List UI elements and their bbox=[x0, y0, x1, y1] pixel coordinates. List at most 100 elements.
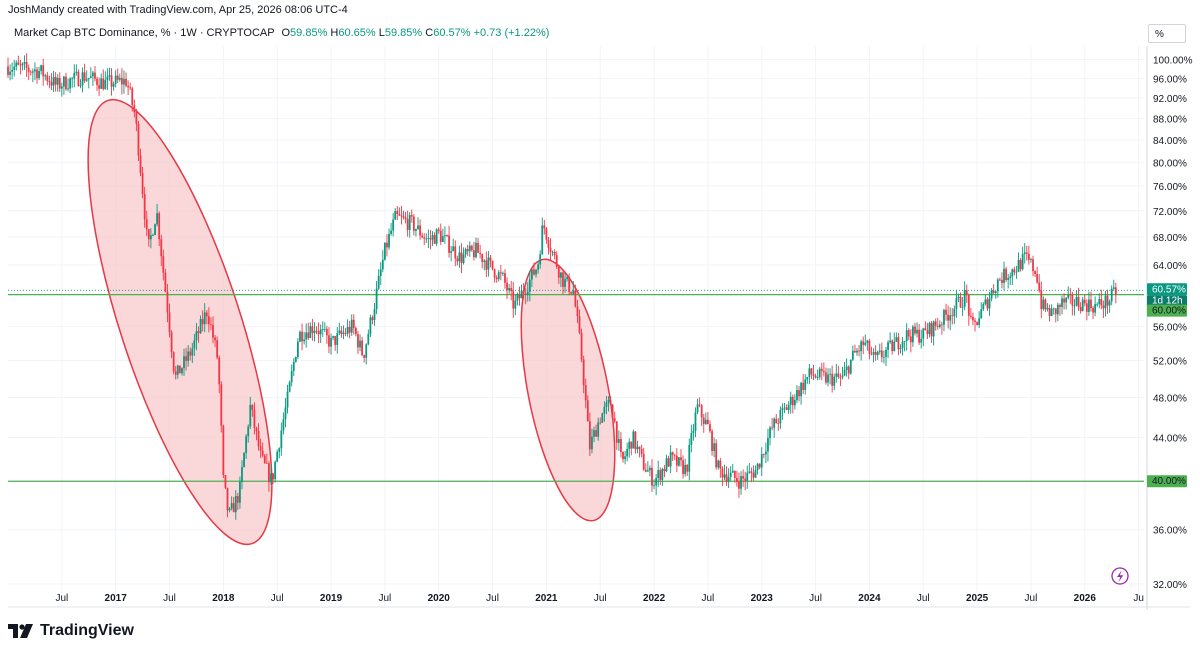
candle-body bbox=[704, 419, 707, 424]
candle-body bbox=[967, 294, 970, 316]
level-badge-60: 60.00% bbox=[1152, 306, 1186, 317]
candle-body bbox=[735, 478, 738, 482]
candle-body bbox=[955, 298, 958, 309]
candle-body bbox=[489, 257, 492, 261]
candle-body bbox=[694, 412, 697, 431]
tradingview-logo-icon bbox=[8, 624, 34, 638]
candle-body bbox=[512, 291, 515, 309]
candle-body bbox=[325, 328, 328, 336]
candle-body bbox=[727, 477, 730, 482]
level-badge-60-bg bbox=[1147, 304, 1187, 317]
candle-body bbox=[398, 213, 401, 216]
candle-body bbox=[319, 329, 322, 335]
candle-body bbox=[423, 237, 426, 239]
candle-body bbox=[943, 309, 945, 325]
candle-body bbox=[707, 419, 709, 425]
highlight-ellipse bbox=[520, 258, 616, 522]
x-tick-label: Jul bbox=[594, 593, 607, 604]
candle-body bbox=[125, 78, 127, 86]
candle-body bbox=[748, 471, 751, 473]
candle-body bbox=[603, 406, 606, 414]
candle-body bbox=[191, 348, 194, 356]
candlestick-series bbox=[7, 53, 1117, 520]
candle-body bbox=[829, 373, 831, 375]
candle-body bbox=[1034, 271, 1036, 274]
candle-body bbox=[1044, 299, 1047, 310]
candle-body bbox=[431, 235, 434, 240]
open-label: O bbox=[281, 27, 291, 39]
candle-body bbox=[584, 385, 587, 401]
candle-body bbox=[744, 478, 747, 481]
candle-body bbox=[265, 462, 268, 464]
alert-icon[interactable] bbox=[1111, 567, 1129, 585]
candle-body bbox=[11, 69, 14, 72]
candle-body bbox=[580, 332, 583, 360]
candle-body bbox=[336, 333, 339, 345]
candle-body bbox=[789, 396, 792, 405]
candle-body bbox=[1100, 299, 1103, 306]
candle-body bbox=[1077, 296, 1080, 308]
candle-body bbox=[67, 88, 69, 90]
candle-body bbox=[166, 291, 169, 313]
candle-body bbox=[1094, 304, 1097, 313]
candle-body bbox=[65, 76, 67, 90]
candle-body bbox=[73, 72, 76, 79]
candle-body bbox=[307, 332, 310, 338]
candle-body bbox=[263, 455, 266, 463]
candle-body bbox=[158, 213, 161, 240]
candle-body bbox=[205, 312, 208, 317]
candle-body bbox=[425, 238, 428, 240]
candle-body bbox=[247, 426, 250, 437]
candle-body bbox=[133, 104, 136, 113]
candle-body bbox=[377, 275, 380, 289]
candle-body bbox=[104, 80, 107, 90]
candle-body bbox=[255, 427, 258, 432]
candle-body bbox=[713, 443, 716, 452]
candle-body bbox=[344, 332, 347, 334]
candle-body bbox=[528, 279, 531, 292]
candle-body bbox=[460, 252, 463, 264]
highlight-ellipse bbox=[87, 98, 273, 546]
candle-body bbox=[91, 72, 94, 77]
y-tick-label: 36.00% bbox=[1153, 526, 1187, 537]
candle-body bbox=[773, 418, 776, 428]
high-label: H bbox=[330, 27, 339, 39]
candle-body bbox=[595, 430, 597, 437]
candle-body bbox=[957, 296, 960, 299]
candle-body bbox=[833, 376, 836, 386]
y-tick-label: 48.00% bbox=[1153, 393, 1187, 404]
percent-scale-button[interactable]: % bbox=[1148, 24, 1186, 43]
candle-body bbox=[118, 77, 121, 80]
candle-body bbox=[25, 62, 28, 68]
candle-body bbox=[1063, 298, 1065, 303]
candle-body bbox=[988, 298, 991, 309]
candle-body bbox=[522, 290, 525, 294]
candle-body bbox=[678, 457, 680, 466]
candle-body bbox=[232, 503, 235, 513]
candle-body bbox=[862, 341, 865, 345]
low-value: 59.85% bbox=[384, 27, 423, 39]
candle-body bbox=[887, 342, 889, 350]
candle-body bbox=[145, 219, 148, 230]
candle-body bbox=[934, 321, 937, 326]
candle-body bbox=[375, 288, 378, 310]
candle-body bbox=[236, 495, 239, 503]
x-tick-label: 2025 bbox=[966, 593, 989, 604]
candle-body bbox=[787, 404, 790, 410]
candle-body bbox=[597, 422, 600, 437]
candle-body bbox=[259, 446, 262, 451]
candle-body bbox=[466, 249, 469, 252]
candle-body bbox=[421, 235, 424, 238]
candle-body bbox=[1104, 295, 1107, 309]
candle-body bbox=[646, 470, 649, 472]
tradingview-logo[interactable]: TradingView bbox=[8, 622, 134, 640]
y-tick-label: 68.00% bbox=[1153, 233, 1187, 244]
candle-body bbox=[251, 404, 254, 410]
candle-body bbox=[323, 328, 326, 330]
candle-body bbox=[1108, 301, 1111, 306]
countdown-badge-bg bbox=[1147, 295, 1187, 307]
candle-body bbox=[1088, 299, 1090, 312]
candle-body bbox=[174, 371, 177, 375]
candle-body bbox=[234, 495, 237, 513]
